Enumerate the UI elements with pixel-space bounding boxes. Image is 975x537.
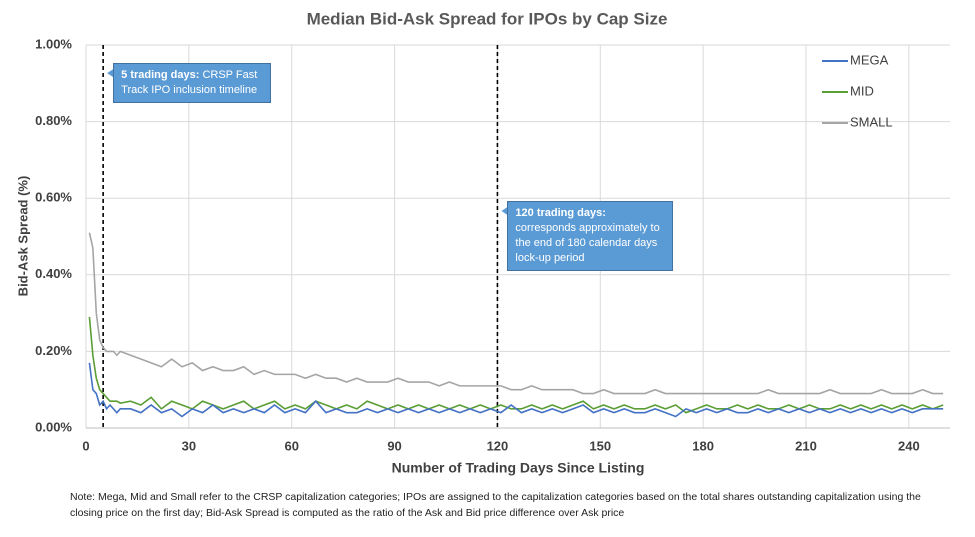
y-tick-label: 0.40%: [35, 266, 72, 281]
x-tick-label: 180: [692, 438, 714, 453]
callout: 120 trading days: corresponds approximat…: [507, 201, 674, 272]
x-tick-label: 30: [182, 438, 196, 453]
series-line: [88, 362, 944, 418]
x-tick-label: 90: [387, 438, 401, 453]
series-line: [88, 232, 944, 395]
legend-label: MID: [850, 83, 874, 98]
callout: 5 trading days: CRSP Fast Track IPO incl…: [113, 63, 272, 104]
y-tick-label: 1.00%: [35, 36, 72, 51]
x-tick-label: 0: [82, 438, 89, 453]
callout-bold: 5 trading days:: [121, 69, 200, 82]
y-axis-label: Bid-Ask Spread (%): [15, 176, 30, 297]
y-tick-label: 0.00%: [35, 419, 72, 434]
callout-pointer: [107, 69, 114, 78]
x-tick-label: 240: [898, 438, 920, 453]
y-tick-label: 0.20%: [35, 343, 72, 358]
chart-title: Median Bid-Ask Spread for IPOs by Cap Si…: [307, 9, 668, 28]
callout-bold: 120 trading days:: [515, 207, 606, 220]
legend-label: SMALL: [850, 114, 893, 129]
y-tick-label: 0.80%: [35, 113, 72, 128]
x-tick-label: 120: [487, 438, 509, 453]
callout-text: corresponds approximately to the end of …: [515, 222, 660, 265]
x-tick-label: 210: [795, 438, 817, 453]
series-line: [88, 316, 944, 414]
note: Note: Mega, Mid and Small refer to the C…: [70, 491, 921, 519]
x-tick-label: 60: [284, 438, 298, 453]
callout-pointer: [501, 207, 508, 216]
y-tick-label: 0.60%: [35, 190, 72, 205]
callout-text: CRSP Fast Track IPO inclusion timeline: [121, 69, 258, 97]
legend-label: MEGA: [850, 52, 889, 67]
x-tick-label: 150: [589, 438, 611, 453]
x-axis-label: Number of Trading Days Since Listing: [392, 460, 645, 476]
